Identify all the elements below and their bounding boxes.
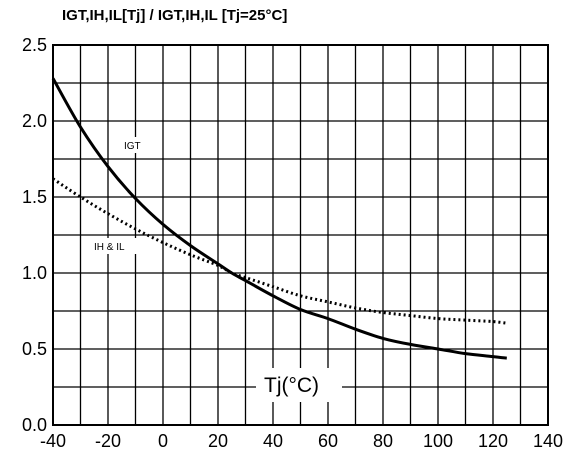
x-tick-label: -40 — [40, 431, 66, 451]
x-axis-label: Tj(°C) — [264, 374, 319, 397]
x-tick-label: 120 — [478, 431, 508, 451]
annotation-igt: IGT — [124, 141, 141, 152]
y-tick-label: 0.5 — [22, 339, 47, 359]
ih-il-label-bg — [92, 238, 140, 254]
x-tick-label: -20 — [95, 431, 121, 451]
x-tick-label: 80 — [373, 431, 393, 451]
plot-frame — [52, 44, 549, 426]
igt-curve — [51, 77, 507, 360]
x-tick-label: 60 — [318, 431, 338, 451]
x-tick-label: 0 — [158, 431, 168, 451]
y-tick-label: 2.0 — [22, 111, 47, 131]
y-tick-label: 0.0 — [22, 415, 47, 435]
ih-il-curve — [52, 177, 507, 325]
igt-label-bg — [122, 137, 152, 153]
y-tick-label: 2.5 — [22, 35, 47, 55]
annotation-ih-il: IH & IL — [94, 242, 125, 253]
y-tick-label: 1.0 — [22, 263, 47, 283]
x-tick-label: 20 — [208, 431, 228, 451]
x-tick-label: 100 — [423, 431, 453, 451]
x-tick-label: 40 — [263, 431, 283, 451]
series-lines — [51, 77, 507, 360]
y-tick-label: 1.5 — [22, 187, 47, 207]
x-axis-label-bg — [256, 368, 342, 402]
x-axis-ticks: -40 -20 0 20 40 60 80 100 120 140 — [40, 431, 563, 451]
chart-title: IGT,IH,IL[Tj] / IGT,IH,IL [Tj=25°C] — [62, 7, 287, 24]
x-tick-label: 140 — [533, 431, 563, 451]
y-axis-ticks: 0.0 0.5 1.0 1.5 2.0 2.5 — [22, 35, 47, 435]
